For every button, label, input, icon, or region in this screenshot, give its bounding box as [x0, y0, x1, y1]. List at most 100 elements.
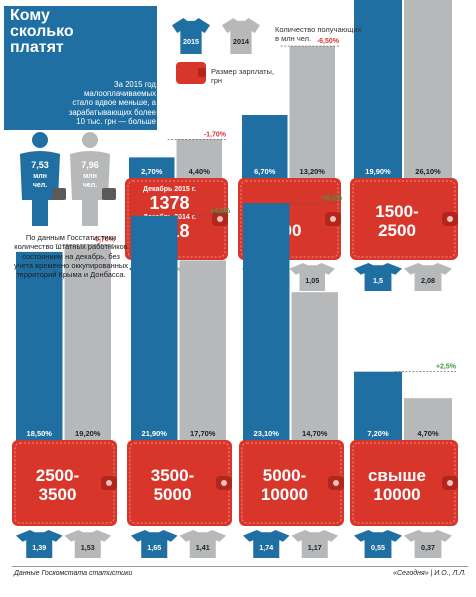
- bar-2014-label: 26,10%: [415, 167, 441, 176]
- methodology-note: По данным Госстатистики количество штатн…: [12, 233, 130, 279]
- people-value: 1,53: [81, 543, 95, 552]
- bar-2015-label: 19,90%: [365, 167, 391, 176]
- legend-2014-shirt: 2014: [222, 18, 260, 54]
- wallet-button-icon: [106, 480, 112, 486]
- wallet-clasp-icon: [198, 68, 206, 77]
- salary-panel: 18,50% 19,20%-0,70%2500-35001,39 1,53: [12, 236, 117, 558]
- total-2014-figure: 7,96 млн чел.: [70, 132, 116, 226]
- wallet-caption: Декабрь 2015 г.: [143, 185, 196, 193]
- credit-note: «Сегодня» | И.О., Л.Л.: [393, 570, 466, 577]
- people-value: 1,17: [308, 543, 322, 552]
- bar-2014: [180, 260, 227, 448]
- people-2014-shirt: 1,41: [180, 530, 227, 558]
- salary-panel: 21,90% 17,70% +4,2% 3500-5000 1,65 1,41: [127, 208, 232, 558]
- people-2015-shirt: 1,74: [243, 530, 290, 558]
- people-value: 2,08: [421, 276, 435, 285]
- bar-2014-label: 14,70%: [302, 429, 328, 438]
- bar-2014-label: 13,20%: [300, 167, 326, 176]
- total-unit: млн: [33, 173, 47, 180]
- wallet-button-icon: [447, 480, 453, 486]
- people-2015-shirt: 1,65: [131, 530, 178, 558]
- total-2015-figure: 7,53 млн чел.: [20, 132, 66, 226]
- wallet-button-icon: [333, 480, 339, 486]
- page-subtitle: За 2015 год малооплачиваемых стало вдвое…: [66, 80, 156, 126]
- total-unit: чел.: [83, 182, 97, 189]
- people-value: 2014: [233, 37, 249, 46]
- people-2014-shirt: 1,05: [290, 263, 336, 291]
- people-2015-shirt: 1,5: [354, 263, 402, 291]
- legend-people-label: Количество получающих в млн чел.: [275, 25, 365, 43]
- people-value: 1,5: [373, 276, 383, 285]
- change-label: +4,2%: [210, 208, 231, 215]
- wallet-button-icon: [330, 216, 336, 222]
- wallet-range-line: 1500-: [375, 202, 418, 221]
- salary-wallet: 2500-3500: [12, 440, 117, 526]
- bar-2015: [16, 252, 63, 448]
- wallet-range-line: 2500-: [36, 466, 79, 485]
- people-value: 1,65: [147, 543, 161, 552]
- bar-2014: [404, 0, 452, 186]
- bar-2015: [243, 203, 290, 448]
- people-value: 0,55: [371, 543, 385, 552]
- people-value: 0,37: [421, 543, 435, 552]
- people-value: 2015: [183, 37, 199, 46]
- wallet-range-line: 10000: [261, 485, 308, 504]
- total-unit: млн: [83, 173, 97, 180]
- bar-2014-label: 19,20%: [75, 429, 101, 438]
- people-2014-shirt: 1,53: [65, 530, 112, 558]
- people-2014-shirt: 1,17: [292, 530, 339, 558]
- wallet-range-line: 10000: [373, 485, 420, 504]
- people-2015-shirt: 1,39: [16, 530, 63, 558]
- wallet-amount: 1378: [149, 193, 189, 213]
- footer-divider: [12, 566, 468, 567]
- bar-2015-label: 18,50%: [27, 429, 53, 438]
- bar-2015-label: 7,20%: [367, 429, 389, 438]
- change-label: +8,4%: [322, 195, 343, 202]
- salary-wallet: 1500-2500: [350, 178, 458, 260]
- page-title: Кому сколько платят: [10, 8, 70, 56]
- wallet-button-icon: [447, 216, 453, 222]
- bar-2015-label: 6,70%: [254, 167, 276, 176]
- wallet-range-line: 5000-: [263, 466, 306, 485]
- briefcase-icon: [52, 188, 66, 200]
- bar-2015: [131, 216, 178, 448]
- legend-wallet: [176, 62, 206, 84]
- bar-2014-label: 17,70%: [190, 429, 216, 438]
- wallet-range-line: 5000: [154, 485, 192, 504]
- people-value: 1,39: [32, 543, 46, 552]
- people-value: 1,41: [196, 543, 210, 552]
- wallet-range-line: свыше: [368, 466, 426, 485]
- total-value: 7,96: [81, 160, 99, 170]
- briefcase-icon: [102, 188, 116, 200]
- total-unit: чел.: [33, 182, 47, 189]
- wallet-button-icon: [221, 480, 227, 486]
- bar-2014-label: 4,70%: [417, 429, 439, 438]
- people-value: 1,74: [259, 543, 273, 552]
- wallet-range-line: 3500-: [151, 466, 194, 485]
- wallet-button-icon: [217, 216, 223, 222]
- bar-2014: [290, 46, 336, 186]
- change-label: +2,5%: [436, 364, 457, 371]
- people-value: 1,05: [305, 276, 319, 285]
- salary-wallet: 3500-5000: [127, 440, 232, 526]
- bar-2015-label: 2,70%: [141, 167, 163, 176]
- people-2014-shirt: 2,08: [404, 263, 452, 291]
- wallet-range-line: 3500: [39, 485, 77, 504]
- salary-wallet: 5000-10000: [239, 440, 344, 526]
- bar-2015-label: 23,10%: [254, 429, 280, 438]
- change-label: -1,70%: [204, 131, 227, 138]
- people-2015-shirt: 0,55: [354, 530, 402, 558]
- people-2014-shirt: 0,37: [404, 530, 452, 558]
- bar-2014: [292, 292, 339, 448]
- title-panel: Кому сколько платят За 2015 год малоопла…: [4, 6, 157, 130]
- bar-2015-label: 21,90%: [142, 429, 168, 438]
- total-value: 7,53: [31, 160, 49, 170]
- bar-2014-label: 4,40%: [189, 167, 211, 176]
- legend-wallet-label: Размер зарплаты, грн: [211, 67, 281, 85]
- person-head-icon: [32, 132, 48, 148]
- wallet-range-line: 2500: [378, 221, 416, 240]
- source-note: Данные Госкомстата статистики: [14, 570, 132, 577]
- legend-2015-shirt: 2015: [172, 18, 210, 54]
